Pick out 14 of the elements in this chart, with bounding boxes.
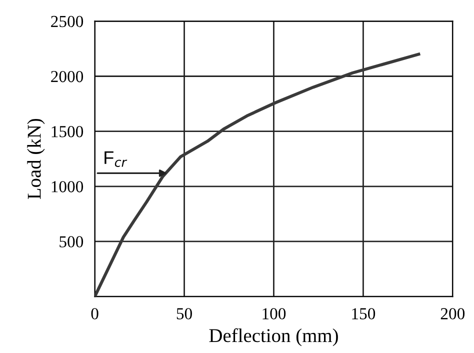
- y-tick-label: 2000: [51, 70, 84, 82]
- y-axis-title: Load (kN): [27, 118, 45, 200]
- annotation: F$_{cr}$: [104, 151, 128, 167]
- x-tick-label: 200: [440, 308, 465, 320]
- y-tick-label: 1500: [52, 126, 84, 138]
- x-tick-label: 50: [176, 308, 192, 320]
- line-series: [94, 52, 420, 297]
- x-tick-label: 100: [262, 308, 286, 320]
- y-tick-label: 500: [60, 236, 84, 248]
- x-tick-label: 0: [91, 308, 98, 320]
- y-tick-label: 1000: [52, 181, 84, 192]
- x-axis-title: Deflection (mm): [209, 328, 338, 346]
- x-tick-label: 150: [352, 308, 376, 320]
- y-tick-label: 2500: [51, 16, 84, 28]
